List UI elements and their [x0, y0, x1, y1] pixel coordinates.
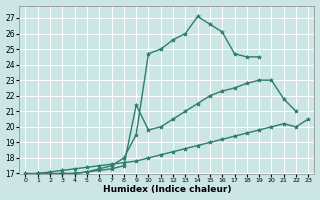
X-axis label: Humidex (Indice chaleur): Humidex (Indice chaleur) — [103, 185, 231, 194]
